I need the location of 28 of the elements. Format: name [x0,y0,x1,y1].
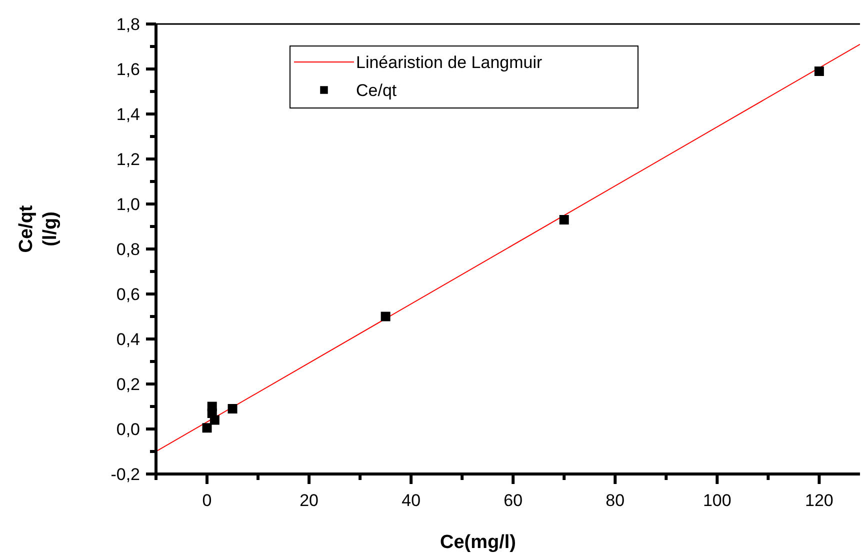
y-tick-label: -0,2 [110,465,140,484]
x-tick-label: 0 [202,491,212,510]
x-tick-label: 60 [504,491,523,510]
point [202,423,212,433]
x-tick-label: 120 [805,491,834,510]
point [380,312,390,322]
y-axis-title: Ce/qt (l/g) [16,204,61,253]
y-tick-label: 1,8 [116,15,140,34]
x-tick-label: 40 [402,491,421,510]
legend-label: Linéaristion de Langmuir [356,53,543,72]
y-tick-label: 1,0 [116,195,140,214]
y-tick-label: 0,4 [116,330,140,349]
point [814,66,824,76]
y-tick-label: 1,4 [116,105,140,124]
legend-label: Ce/qt [356,81,397,100]
y-tick-label: 0,6 [116,285,140,304]
y-tick-label: 0,0 [116,420,140,439]
y-tick-label: 0,8 [116,240,140,259]
x-tick-label: 100 [702,491,732,510]
point [559,215,569,224]
x-tick-label: 20 [300,491,319,510]
point [210,415,220,425]
y-tick-label: 1,6 [116,60,140,79]
y-tick-label: 0,2 [116,375,140,394]
point [228,404,238,414]
x-axis-title: Ce(mg/l) [440,532,516,553]
y-tick-label: 1,2 [116,150,140,169]
x-tick-label: 80 [606,491,625,510]
